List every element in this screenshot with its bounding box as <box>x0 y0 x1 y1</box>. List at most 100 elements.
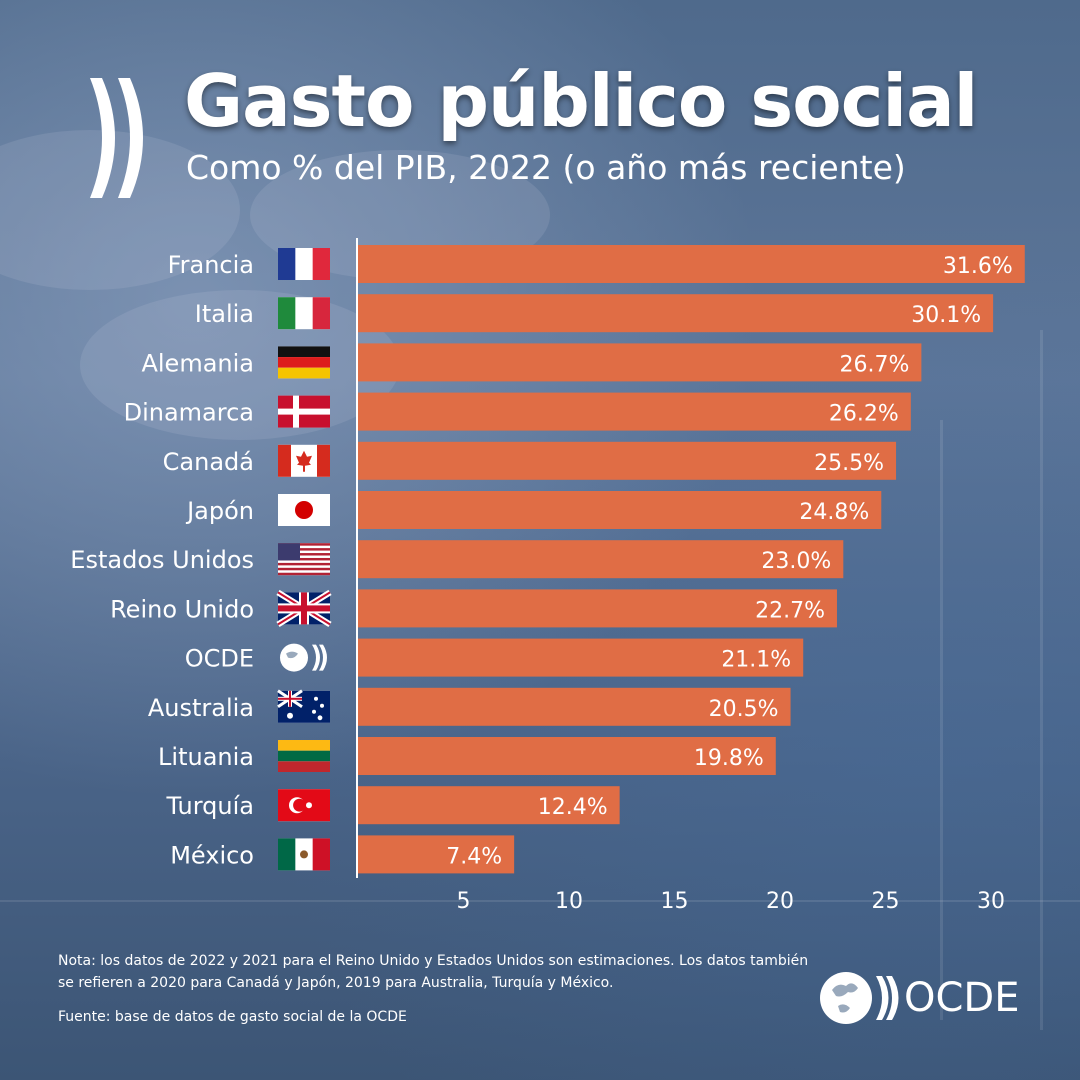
globe-shape <box>280 643 308 672</box>
chart-title: Gasto público social <box>184 59 978 143</box>
flag-stripe <box>278 357 330 368</box>
bar <box>358 392 911 431</box>
oecd-brand-logo: OCDE <box>818 968 1028 1028</box>
bar <box>358 786 620 825</box>
category-label: México <box>170 841 254 869</box>
bar-value-label: 26.2% <box>829 402 899 427</box>
flag-stripe <box>278 750 330 762</box>
category-label: Italia <box>195 300 254 328</box>
flag-mexico-icon <box>278 838 330 871</box>
background-coin <box>0 130 240 290</box>
bar <box>358 540 844 579</box>
category-label: Australia <box>148 694 254 722</box>
flag-stripe <box>278 248 296 280</box>
category-label: Alemania <box>141 349 254 377</box>
footnote: Nota: los datos de 2022 y 2021 para el R… <box>58 953 809 991</box>
flag-stripe <box>317 444 330 477</box>
flag-stripe <box>278 557 330 561</box>
flag-france-icon <box>278 248 330 280</box>
flag-stripe <box>278 567 330 571</box>
category-label: Estados Unidos <box>70 546 254 574</box>
x-tick-label: 20 <box>766 889 794 914</box>
x-tick-label: 5 <box>457 889 471 914</box>
bar <box>358 441 897 480</box>
bar <box>358 589 837 628</box>
brand-name: OCDE <box>904 975 1020 1021</box>
bar-value-label: 21.1% <box>721 648 791 673</box>
bar-value-label: 26.7% <box>839 352 909 377</box>
bar-chart: 31.6% Francia 30.1% Italia 26.7% Alemania 26.2… <box>70 245 1025 914</box>
flag-uk-icon <box>276 589 332 627</box>
flag-star <box>306 802 312 809</box>
category-label: OCDE <box>185 645 254 673</box>
flag-stripe <box>278 740 330 751</box>
bar <box>358 687 791 726</box>
bar-value-label: 25.5% <box>814 451 884 476</box>
flag-stripe <box>278 444 291 477</box>
background-chart-line <box>1040 330 1043 1030</box>
flag-cross <box>278 408 330 415</box>
flag-stripe <box>278 562 330 566</box>
x-tick-label: 30 <box>977 889 1005 914</box>
bar <box>358 294 994 333</box>
globe-land <box>286 651 298 659</box>
flag-stripe <box>278 572 330 576</box>
flag-japan-icon <box>278 494 330 526</box>
bar-value-label: 12.4% <box>538 795 608 820</box>
bar <box>358 835 515 874</box>
background-chart-line <box>940 420 943 1020</box>
category-label: Canadá <box>163 448 254 476</box>
chevron-shape <box>312 644 320 671</box>
flag-usa-icon <box>278 543 330 576</box>
flag-star <box>287 712 293 719</box>
flag-lithuania-icon <box>278 740 330 772</box>
flag-germany-icon <box>278 346 330 379</box>
bar-value-label: 22.7% <box>755 598 825 623</box>
flag-crescent-cut <box>293 798 306 812</box>
flag-stripe <box>278 761 330 772</box>
flag-sun <box>295 501 313 519</box>
bar-value-label: 30.1% <box>911 303 981 328</box>
flag-stripe <box>278 553 330 556</box>
flag-stripe <box>312 297 330 330</box>
chart-subtitle: Como % del PIB, 2022 (o año más reciente… <box>186 148 906 187</box>
bar-value-label: 20.5% <box>709 697 779 722</box>
flag-turkey-icon <box>278 789 330 822</box>
oecd-globe-icon <box>820 972 899 1024</box>
oecd-chevrons-icon <box>90 78 143 198</box>
flag-australia-icon <box>277 689 330 723</box>
category-label: Dinamarca <box>124 399 254 427</box>
category-label: Reino Unido <box>110 595 254 623</box>
flag-star <box>317 715 323 721</box>
flag-italy-icon <box>278 297 330 330</box>
bar <box>358 638 804 677</box>
flag-denmark-icon <box>278 395 330 428</box>
chevron-shape <box>319 644 327 671</box>
flag-star <box>314 696 318 701</box>
y-axis-line <box>356 238 358 878</box>
flag-stripe <box>312 248 330 280</box>
category-label: Japón <box>185 497 254 525</box>
bar-value-label: 23.0% <box>761 549 831 574</box>
flag-stripe <box>278 548 330 551</box>
flag-stripe <box>278 367 330 379</box>
flag-stripe <box>278 346 330 358</box>
flag-stripe <box>312 838 330 871</box>
bar-value-label: 19.8% <box>694 746 764 771</box>
flag-stripe <box>278 838 296 871</box>
flag-canada-icon <box>278 444 330 477</box>
bar <box>358 343 922 382</box>
flag-cross <box>278 697 302 700</box>
bar-value-label: 31.6% <box>943 254 1013 279</box>
bar <box>358 245 1025 283</box>
source-note: Fuente: base de datos de gasto social de… <box>58 1009 407 1025</box>
flag-star <box>312 709 316 714</box>
flag-star <box>320 703 324 708</box>
x-tick-label: 10 <box>555 889 583 914</box>
category-label: Francia <box>168 251 254 279</box>
flag-emblem <box>300 850 308 859</box>
maple-leaf <box>296 450 312 472</box>
x-tick-label: 15 <box>661 889 689 914</box>
category-label: Lituania <box>158 743 254 771</box>
